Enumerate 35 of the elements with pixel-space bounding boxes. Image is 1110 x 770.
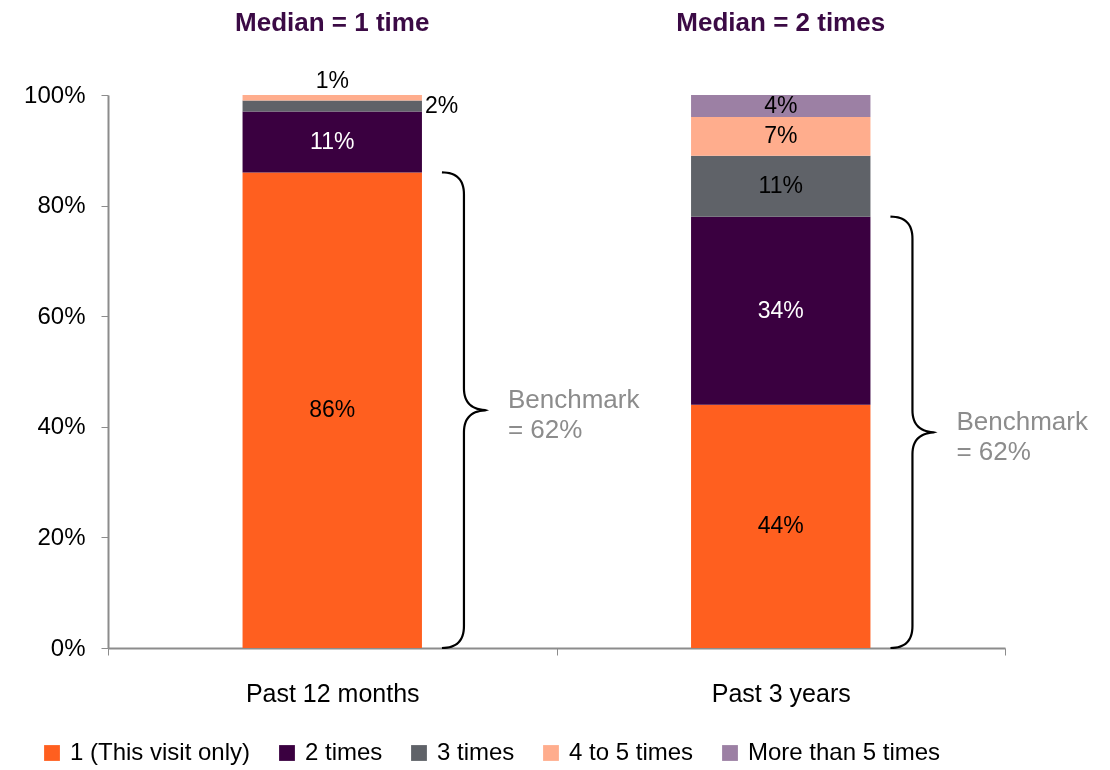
bar xyxy=(691,95,871,118)
x-tick-label: Past 3 years xyxy=(711,678,851,707)
y-tick-label: 100% xyxy=(24,80,86,108)
bar xyxy=(242,111,422,173)
data-label: 1% xyxy=(315,67,349,93)
bar xyxy=(691,117,871,156)
y-tick-label: 80% xyxy=(37,191,86,219)
data-label: 7% xyxy=(764,122,798,149)
y-tick-label: 60% xyxy=(37,301,86,329)
bar xyxy=(242,172,422,648)
x-tick-label: Past 12 months xyxy=(245,678,420,707)
legend-label: 4 to 5 times xyxy=(569,738,694,765)
data-label: 2% xyxy=(424,92,459,119)
legend-label: 2 times xyxy=(305,738,383,765)
bar xyxy=(691,216,871,405)
data-label: 11% xyxy=(310,128,355,155)
legend-label: 3 times xyxy=(437,738,515,765)
annotation: Benchmark = 62% xyxy=(507,384,641,445)
bar xyxy=(242,100,422,112)
bar xyxy=(691,404,871,648)
legend-label: 1 (This visit only) xyxy=(70,738,251,765)
legend-label: More than 5 times xyxy=(748,738,941,765)
bar xyxy=(691,155,871,217)
bar xyxy=(242,95,422,101)
data-label: 86% xyxy=(309,396,356,423)
annotation: Benchmark = 62% xyxy=(956,406,1089,467)
y-tick-label: 40% xyxy=(37,412,86,440)
y-tick-label: 20% xyxy=(37,522,86,550)
data-label: 34% xyxy=(757,296,804,323)
text: Median = 2 times xyxy=(676,7,886,37)
text: Median = 1 time xyxy=(235,7,430,37)
data-label: 4% xyxy=(764,92,798,119)
data-label: 11% xyxy=(758,172,803,199)
y-tick-label: 0% xyxy=(50,633,86,661)
data-label: 44% xyxy=(757,512,804,539)
